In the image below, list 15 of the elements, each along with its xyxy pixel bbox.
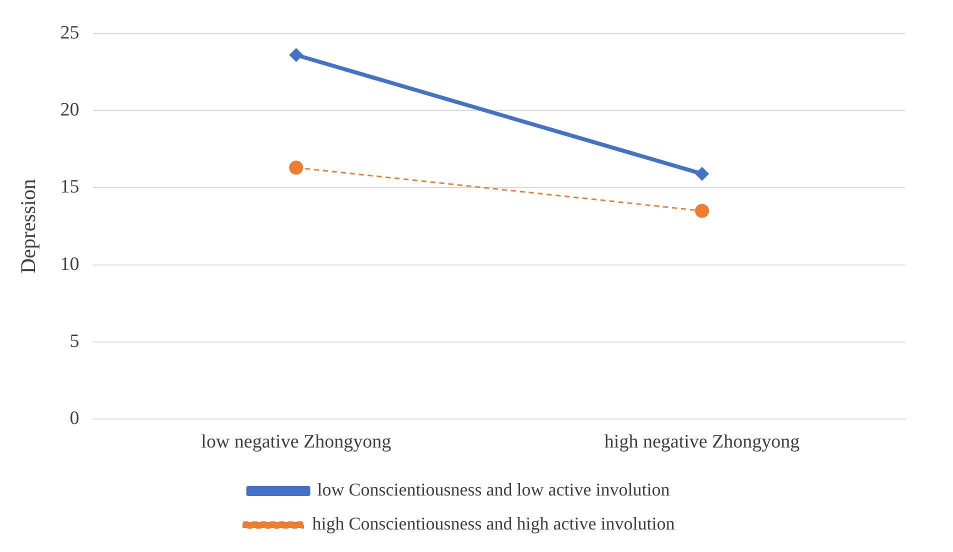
y-tick-label: 10 <box>60 254 80 275</box>
point <box>289 48 304 62</box>
point <box>695 204 710 218</box>
point <box>695 166 710 181</box>
y-tick-label: 5 <box>70 331 80 352</box>
x-tick-label: high negative Zhongyong <box>604 432 800 453</box>
point <box>289 160 304 175</box>
legend-label: low Conscientiousness and low active involution <box>317 480 670 500</box>
y-tick-label: 15 <box>60 176 80 198</box>
legend-label: high Conscientiousness and high active involution <box>312 514 675 534</box>
y-tick-label: 0 <box>70 408 80 430</box>
y-axis-title: Depression <box>16 178 40 274</box>
y-tick-label: 25 <box>60 22 80 44</box>
y-tick-label: 20 <box>60 100 80 121</box>
x-tick-label: low negative Zhongyong <box>201 432 392 453</box>
